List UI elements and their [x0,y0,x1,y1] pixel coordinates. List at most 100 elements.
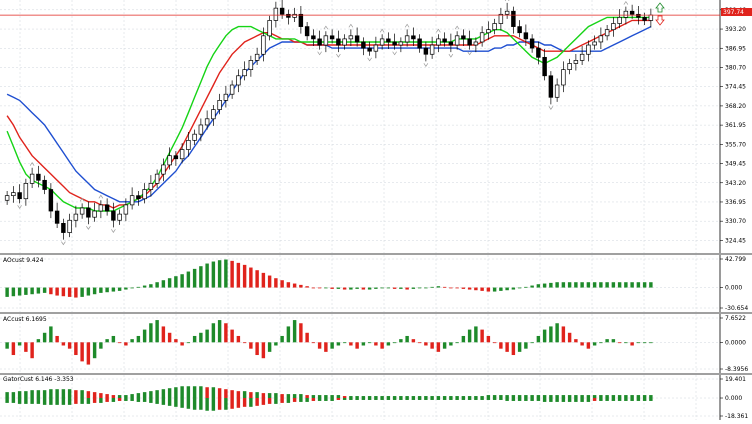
histogram-bar [224,323,228,343]
fractal-up-icon [79,197,85,202]
candle-body [573,60,579,64]
histogram-bar [36,390,41,399]
histogram-bar [486,335,491,343]
candle-body [611,23,616,31]
histogram-bar [474,396,478,399]
histogram-bar [555,395,559,399]
histogram-bar [617,398,622,401]
candle-body [386,38,391,43]
indicator-tick-label: -30.654 [725,305,748,312]
histogram-bar [180,386,184,399]
histogram-bar [599,395,603,399]
indicator-tick-label: 19.401 [725,376,746,383]
histogram-bar [24,287,28,295]
histogram-bar [186,271,191,288]
histogram-bar [167,278,172,288]
histogram-bar [174,387,178,399]
histogram-bar [92,342,97,359]
histogram-bar [55,287,59,296]
histogram-bar [36,339,41,343]
histogram-bar [367,396,372,399]
fractals [17,0,629,246]
histogram-bar [36,287,41,294]
fractal-up-icon [348,23,354,28]
histogram-bar [105,339,109,343]
histogram-bar [142,285,147,288]
histogram-bar [124,342,128,346]
histogram-bar [174,276,178,288]
histogram-bar [461,287,466,289]
histogram-bar [105,287,109,293]
histogram-bar [92,398,97,403]
histogram-bar [86,287,91,296]
histogram-bar [624,398,628,401]
candle-body [361,41,366,49]
histogram-bar [367,398,372,400]
histogram-bar [430,396,434,399]
fractal-up-icon [323,25,329,30]
candle-body [517,26,522,34]
histogram-bar [405,398,409,400]
histogram-bar [36,398,41,404]
histogram-bar [449,287,453,289]
candle-body [454,35,460,46]
histogram-bar [211,387,216,399]
histogram-bar [5,287,9,297]
histogram-bar [624,282,628,288]
candle-body [136,195,141,200]
price-tick-label: 386.95 [725,45,746,52]
histogram-bar [61,342,66,346]
histogram-bar [105,394,109,399]
histogram-bar [624,395,628,399]
histogram-bar [155,398,159,404]
histogram-bar [99,287,103,293]
histogram-bar [324,398,328,401]
histogram-bar [224,398,228,410]
histogram-bar [149,391,153,399]
up-arrow-icon [655,2,665,13]
histogram-bar [111,398,116,402]
candle-body [11,192,16,197]
histogram-bar [561,326,566,343]
histogram-bar [336,287,341,289]
histogram-bar [236,391,241,399]
histogram-bar [330,287,334,289]
histogram-bar [24,391,28,399]
candle-body [479,32,485,43]
histogram-bar [255,342,259,356]
histogram-bar [386,398,391,400]
candle-body [404,35,410,43]
histogram-bar [611,339,616,343]
candle-body [117,213,122,221]
histogram-bar [330,398,334,401]
histogram-bar [580,282,584,288]
price-tick-label: 361.95 [725,122,746,129]
histogram-bar [536,284,541,288]
signal-arrows [655,2,665,26]
histogram-bar [261,342,266,359]
histogram-bar [499,395,503,399]
histogram-bar [555,282,559,288]
histogram-bar [617,282,622,288]
candle-body [604,29,610,37]
histogram-bar [17,398,22,404]
ac-panel: 7.6522 0.0000 -8.3956 [0,314,748,373]
histogram-bar [111,395,116,399]
histogram-bar [374,396,378,399]
histogram-bar [242,342,247,344]
histogram-bar [405,287,409,290]
histogram-bar [399,339,403,343]
candle-body [411,35,416,40]
candle-body [586,44,591,55]
histogram-bar [305,286,309,288]
candle-body [67,219,72,233]
fractal-up-icon [454,25,460,30]
histogram-bar [317,287,322,289]
histogram-bar [392,342,397,344]
histogram-bar [630,398,634,401]
histogram-bar [505,287,509,291]
histogram-bar [642,398,647,401]
candle-body [348,35,354,40]
histogram-bar [474,398,478,400]
